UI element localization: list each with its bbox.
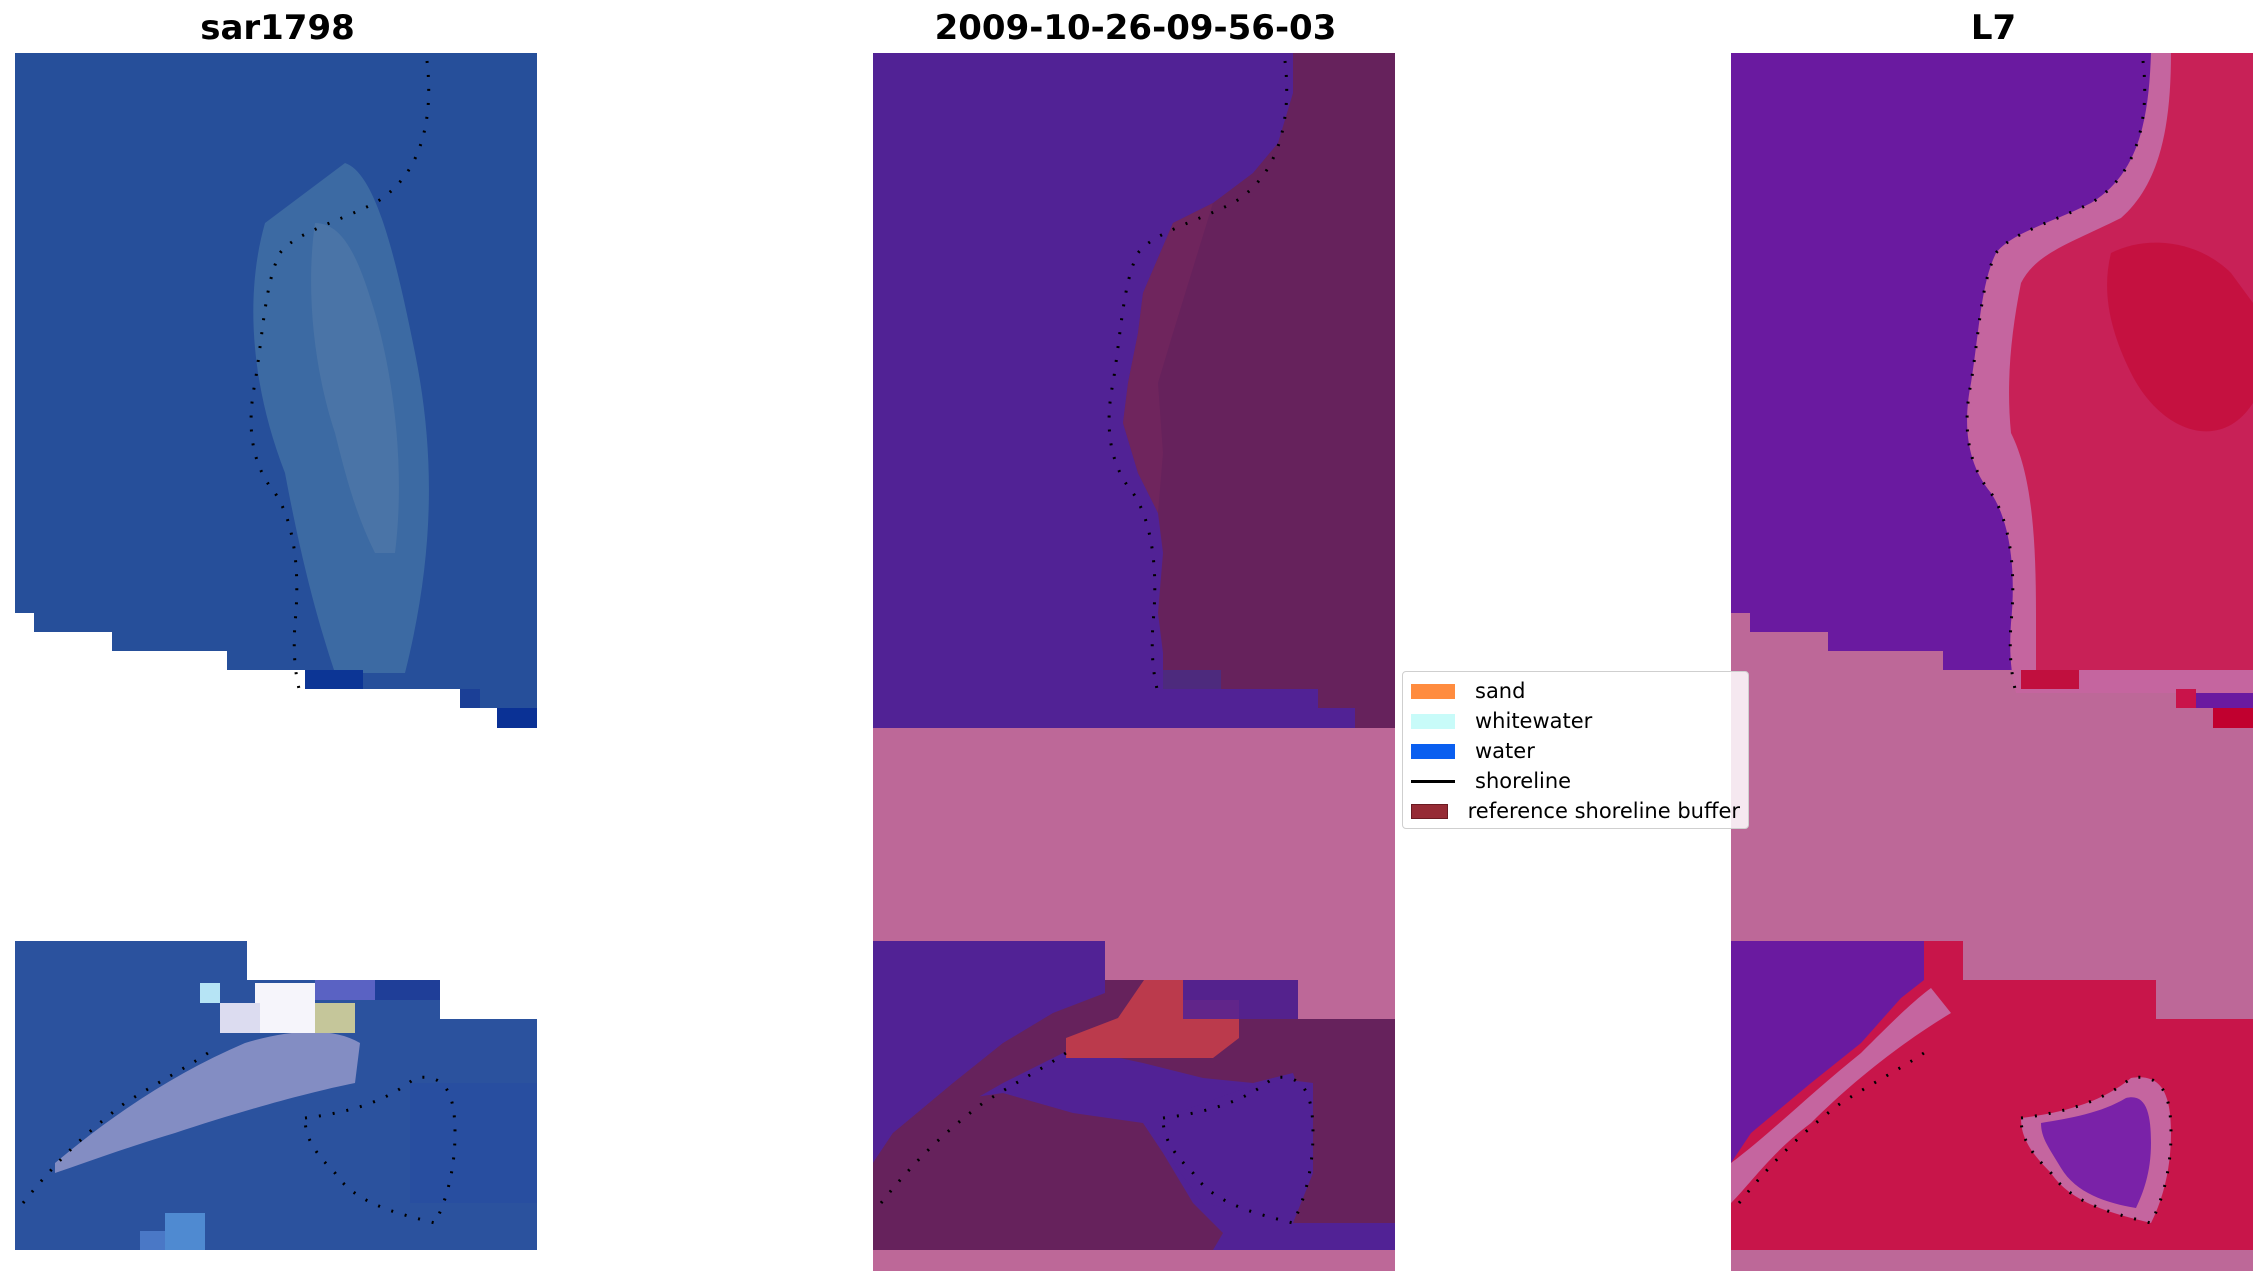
water-swatch [1411, 743, 1455, 759]
legend-label-buffer: reference shoreline buffer [1467, 799, 1740, 823]
satellite-top-block [15, 53, 537, 728]
index-shoreline [1737, 60, 2173, 1225]
whitewater-swatch [1411, 713, 1455, 729]
legend-item-shoreline: shoreline [1411, 766, 1740, 796]
index-top [1731, 53, 2253, 728]
classification-top [873, 53, 1395, 728]
legend-item-buffer: reference shoreline buffer [1411, 796, 1740, 826]
legend-label-sand: sand [1475, 679, 1526, 703]
buffer-swatch [1411, 803, 1448, 819]
legend-label-water: water [1475, 739, 1535, 763]
shoreline-line-swatch [1411, 779, 1455, 783]
legend-label-shoreline: shoreline [1475, 769, 1572, 793]
panel-title-satellite: sar1798 [200, 8, 355, 48]
satellite-bottom-block [15, 941, 537, 1250]
classification-bottom [873, 941, 1395, 1271]
index-panel [1731, 53, 2253, 1271]
legend-item-sand: sand [1411, 676, 1740, 706]
legend-label-whitewater: whitewater [1475, 709, 1593, 733]
panel-title-classification: 2009-10-26-09-56-03 [934, 8, 1337, 48]
classification-shoreline [879, 60, 1315, 1225]
index-bottom [1731, 941, 2253, 1271]
satellite-shoreline [21, 60, 457, 1225]
panel-title-index: L7 [1970, 8, 2017, 48]
classification-panel [873, 53, 1395, 1271]
satellite-image-panel [15, 53, 537, 1271]
sand-swatch [1411, 683, 1455, 699]
legend: sand whitewater water shoreline referenc… [1402, 671, 1749, 829]
legend-item-whitewater: whitewater [1411, 706, 1740, 736]
legend-item-water: water [1411, 736, 1740, 766]
